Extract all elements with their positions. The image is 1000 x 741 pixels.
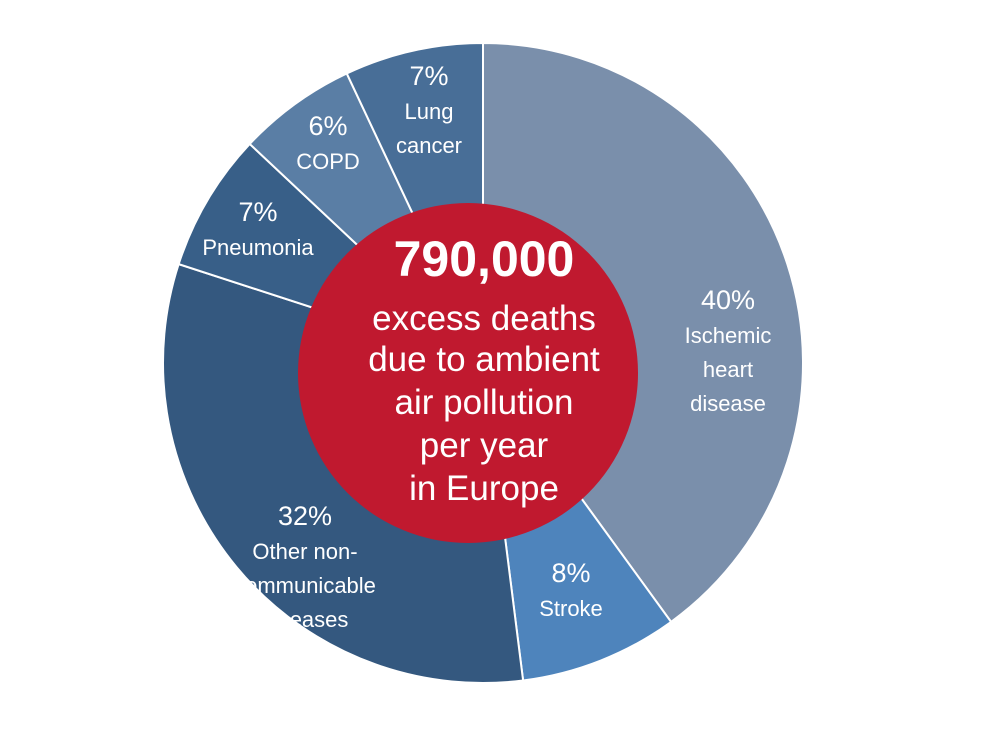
slice-percent-5: 7%: [409, 61, 448, 91]
slice-percent-4: 6%: [308, 111, 347, 141]
slice-percent-2: 32%: [278, 501, 332, 531]
center-line-1: excess deaths: [372, 299, 596, 338]
pie-slice-0: [482, 41, 804, 624]
slice-percent-0: 40%: [701, 285, 755, 315]
slice-label-0-3: disease: [690, 391, 766, 416]
slice-label-1-1: Stroke: [539, 596, 603, 621]
center-line-3: air pollution: [395, 383, 574, 422]
pie-slice-labels: 40% Ischemic heart disease 8% Stroke 32% Other …: [202, 61, 771, 632]
center-line-5: in Europe: [409, 469, 559, 508]
slice-label-3-1: Pneumonia: [202, 235, 314, 260]
center-label: 790,000 excess deaths due to ambient air…: [368, 231, 600, 508]
center-value: 790,000: [394, 231, 575, 287]
center-line-4: per year: [420, 426, 549, 465]
slice-percent-3: 7%: [238, 197, 277, 227]
slice-label-0-2: heart: [703, 357, 753, 382]
slice-percent-1: 8%: [551, 558, 590, 588]
slice-label-4-1: COPD: [296, 149, 360, 174]
slice-label-5-2: cancer: [396, 133, 462, 158]
slice-label-5-1: Lung: [405, 99, 454, 124]
slice-label-0-1: Ischemic: [685, 323, 772, 348]
slice-label-2-3: diseases: [262, 607, 349, 632]
center-circle: [298, 203, 638, 543]
slice-label-2-1: Other non-: [252, 539, 357, 564]
center-line-2: due to ambient: [368, 340, 600, 379]
slice-label-2-2: communicable: [234, 573, 376, 598]
